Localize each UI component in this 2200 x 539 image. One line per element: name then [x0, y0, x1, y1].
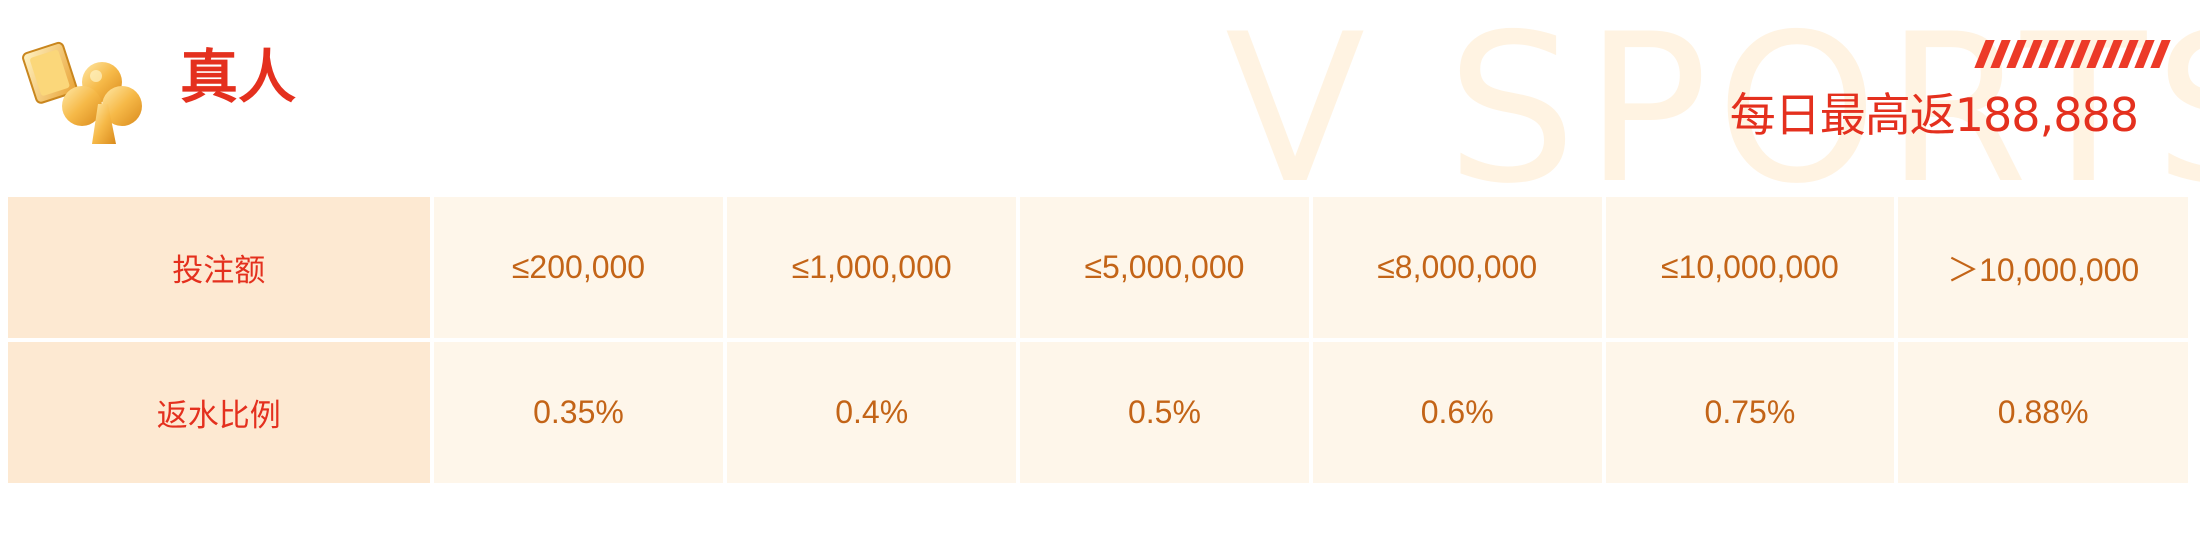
row-header-rebate-rate: 返水比例 — [8, 342, 430, 483]
decorative-stripes — [1974, 40, 2171, 68]
rebate-table: 投注额 ≤200,000 ≤1,000,000 ≤5,000,000 ≤8,00… — [8, 197, 2189, 487]
rebate-rate-cell: 0.88% — [1898, 342, 2189, 483]
bet-tier-cell: ≤200,000 — [433, 197, 724, 338]
table-row-bet-amount: 投注额 ≤200,000 ≤1,000,000 ≤5,000,000 ≤8,00… — [8, 197, 2189, 338]
promo-headline: 每日最高返188,888 — [1729, 88, 2139, 142]
rebate-rate-cell: 0.6% — [1312, 342, 1602, 483]
bet-tier-cell: ＞10,000,000 — [1898, 197, 2189, 338]
rebate-rate-cell: 0.4% — [727, 342, 1017, 483]
rebate-rate-cell: 0.35% — [433, 342, 724, 483]
bet-tier-cell: ≤5,000,000 — [1020, 197, 1309, 338]
bet-tier-cell: ≤10,000,000 — [1605, 197, 1895, 338]
rebate-rate-cell: 0.5% — [1020, 342, 1309, 483]
bet-tier-cell: ≤1,000,000 — [727, 197, 1017, 338]
section-title: 真人 — [180, 43, 297, 111]
bet-tier-cell: ≤8,000,000 — [1312, 197, 1602, 338]
rebate-rate-cell: 0.75% — [1605, 342, 1895, 483]
club-card-icon — [22, 41, 142, 144]
row-header-bet-amount: 投注额 — [8, 197, 430, 338]
table-row-rebate-rate: 返水比例 0.35% 0.4% 0.5% 0.6% 0.75% 0.88% — [8, 342, 2189, 483]
